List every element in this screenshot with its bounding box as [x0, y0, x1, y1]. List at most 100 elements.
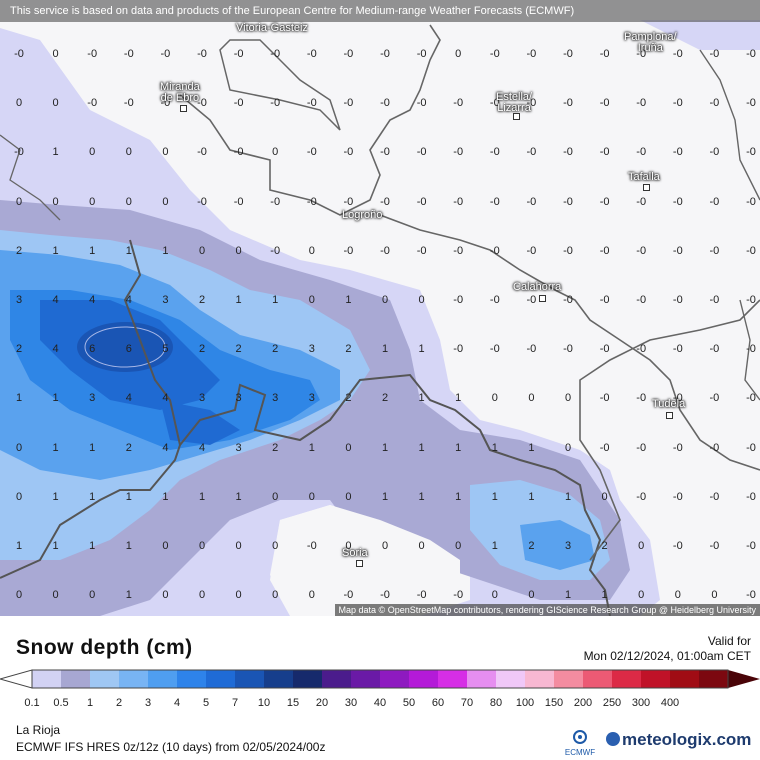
grid-value: -0: [526, 195, 537, 208]
grid-value: 2: [345, 392, 352, 405]
grid-value: -0: [416, 195, 427, 208]
legend-tick-label: 15: [286, 697, 300, 709]
grid-value: 1: [345, 294, 352, 306]
grid-value: 1: [455, 441, 462, 454]
province-border-ebro: [179, 24, 441, 216]
grid-value: -0: [709, 392, 720, 405]
legend-tick-label: 100: [515, 697, 535, 709]
grid-value: -0: [563, 48, 573, 60]
grid-value: -0: [563, 195, 573, 208]
grid-value: -0: [87, 97, 98, 110]
legend-swatch: [554, 670, 584, 688]
grid-value: -0: [746, 146, 756, 159]
snow-shade-4b: [160, 400, 240, 445]
grid-value: 1: [272, 294, 279, 306]
legend-tick-label: 40: [373, 697, 387, 709]
province-border-east: [579, 299, 760, 561]
grid-value: -0: [453, 97, 464, 110]
grid-value: 0: [162, 195, 169, 208]
grid-value: -0: [489, 146, 500, 159]
legend-arrow-right: [728, 670, 760, 688]
city-marker-icon: [513, 112, 520, 123]
city-label-vitoria: Vitoria-Gasteiz: [236, 22, 308, 34]
grid-value: -0: [453, 294, 464, 306]
map-attribution[interactable]: Map data © OpenStreetMap contributors, r…: [334, 604, 760, 616]
grid-value: 1: [491, 441, 498, 454]
grid-value: -0: [380, 97, 390, 110]
legend-swatch: [177, 670, 207, 688]
grid-value: 1: [455, 392, 462, 405]
city-marker-icon: [539, 294, 546, 305]
grid-value: -0: [416, 48, 427, 60]
grid-value: -0: [672, 490, 683, 503]
legend-tick-label: 0.1: [24, 697, 40, 709]
province-border-e2: [739, 299, 760, 401]
grid-value: 2: [198, 294, 206, 306]
grid-value: 0: [455, 540, 462, 552]
grid-value: -0: [636, 343, 647, 356]
grid-value: -0: [746, 490, 756, 503]
legend-tick-label: 70: [460, 697, 474, 709]
grid-value: -0: [197, 48, 207, 60]
legend-tick-label: 0.5: [53, 697, 69, 709]
grid-value: -0: [526, 343, 537, 356]
grid-value: -0: [563, 97, 573, 110]
grid-value: -0: [87, 48, 98, 60]
grid-value: -0: [343, 48, 354, 60]
grid-value: 2: [15, 343, 23, 356]
grid-value: -0: [526, 48, 537, 60]
grid-value: 2: [272, 343, 279, 356]
grid-value: 1: [52, 244, 59, 257]
snow-shade-max: [77, 322, 173, 372]
grid-value: 1: [198, 490, 206, 503]
legend-swatch: [32, 670, 62, 688]
grid-value: -0: [416, 97, 427, 110]
grid-value: -0: [197, 195, 207, 208]
grid-value: -0: [489, 294, 500, 306]
grid-value: 0: [345, 441, 352, 454]
grid-value: 2: [381, 392, 389, 405]
model-info[interactable]: ECMWF IFS HRES 0z/12z (10 days) from 02/…: [16, 740, 326, 754]
legend-tick-label: 250: [602, 697, 622, 709]
legend-swatch: [438, 670, 468, 688]
grid-value: 6: [125, 343, 132, 356]
grid-value: -0: [672, 343, 683, 356]
grid-value: -0: [270, 244, 281, 257]
grid-value: 2: [528, 540, 535, 552]
grid-value: 2: [198, 343, 206, 356]
legend-swatch: [525, 670, 555, 688]
legend-swatch: [90, 670, 120, 688]
grid-value: 0: [308, 294, 315, 306]
grid-value: -0: [306, 195, 317, 208]
grid-value: 1: [491, 540, 498, 552]
grid-value: -0: [416, 244, 427, 257]
grid-value: 0: [235, 589, 242, 602]
grid-value: -0: [489, 244, 500, 257]
meteologix-brand[interactable]: meteologix.com: [606, 730, 751, 750]
grid-value: 6: [89, 343, 96, 356]
valid-time[interactable]: Mon 02/12/2024, 01:00am CET: [583, 649, 751, 663]
snow-shade-low-clear: [270, 505, 460, 605]
grid-value: 0: [89, 195, 96, 208]
grid-value: 1: [52, 392, 59, 405]
grid-value: 0: [162, 589, 169, 602]
grid-value: 1: [125, 490, 132, 503]
grid-value: 3: [15, 294, 23, 306]
grid-value: 0: [125, 195, 132, 208]
legend-swatch: [206, 670, 236, 688]
grid-value: 0: [15, 589, 23, 602]
grid-value: 2: [601, 540, 608, 552]
grid-value: -0: [14, 146, 24, 159]
grid-value: -0: [672, 146, 683, 159]
legend-swatch: [641, 670, 671, 688]
grid-value: 0: [418, 540, 425, 552]
grid-value: -0: [599, 195, 610, 208]
grid-value: 1: [89, 540, 96, 552]
grid-value: -0: [306, 146, 317, 159]
province-border-navarra: [379, 214, 760, 471]
grid-value: 0: [528, 392, 535, 405]
region-name[interactable]: La Rioja: [16, 723, 61, 737]
forecast-map[interactable]: This service is based on data and produc…: [0, 0, 760, 616]
grid-value: -0: [233, 195, 244, 208]
grid-value: -0: [526, 244, 537, 257]
